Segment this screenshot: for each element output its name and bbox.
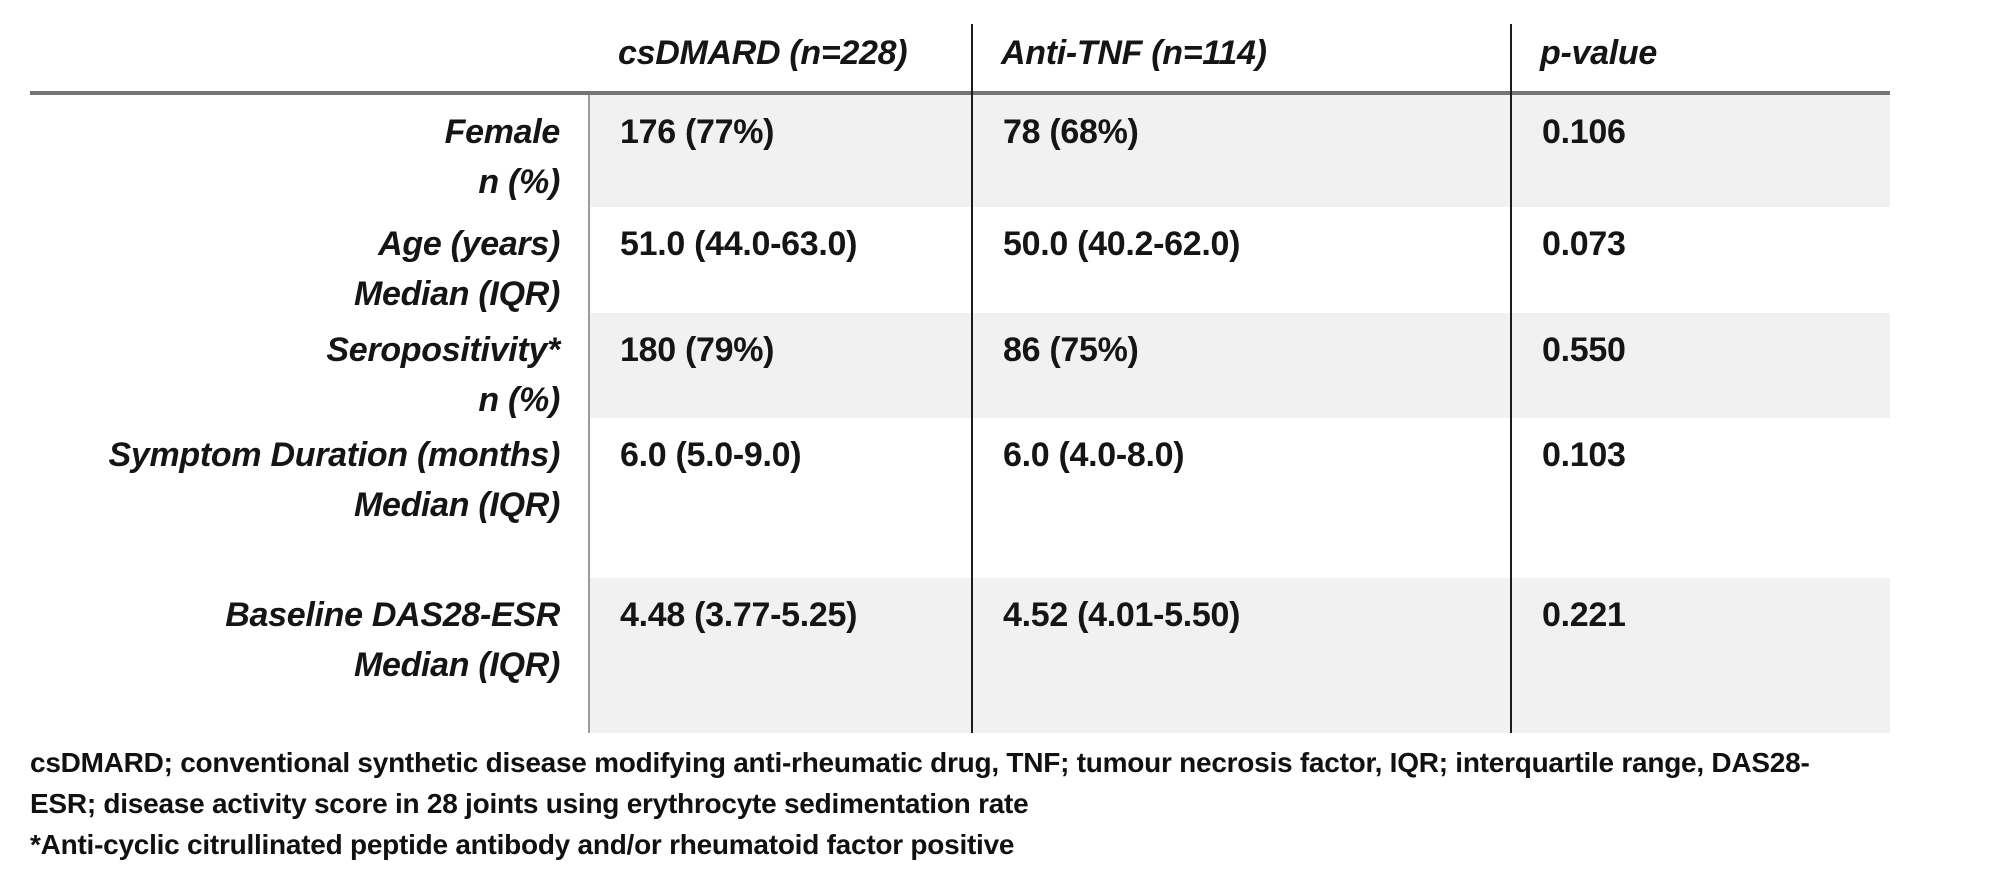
row-label-line2: n (%) (478, 381, 560, 418)
header-p-value: p-value (1540, 34, 1657, 72)
table-footnotes: csDMARD; conventional synthetic disease … (30, 742, 1810, 865)
footnote-abbreviations-line2: ESR; disease activity score in 28 joints… (30, 788, 1029, 819)
cell-age-antitnf: 50.0 (40.2-62.0) (1003, 225, 1241, 263)
footnote-abbreviations-line1: csDMARD; conventional synthetic disease … (30, 747, 1810, 778)
characteristics-table: csDMARD (n=228) Anti-TNF (n=114) p-value… (30, 0, 1890, 733)
cell-symptom-duration-pvalue: 0.103 (1542, 436, 1626, 474)
antitnf-pvalue-divider (1510, 24, 1512, 733)
header-spacer (30, 0, 590, 95)
row-label-line1: Symptom Duration (months) (108, 436, 561, 474)
row-label-seropositivity: Seropositivity* n (%) (30, 313, 590, 418)
cell-female-antitnf: 78 (68%) (973, 95, 1512, 207)
row-label-symptom-duration: Symptom Duration (months) Median (IQR) (30, 418, 590, 578)
row-label-female: Female n (%) (30, 95, 590, 207)
cell-age-pvalue: 0.073 (1542, 225, 1626, 263)
row-label-line1: Female (444, 113, 561, 151)
row-label-line2: Median (IQR) (353, 486, 560, 524)
cell-das28-pvalue: 0.221 (1512, 578, 1890, 733)
cell-female-csdmard: 176 (77%) (590, 95, 973, 207)
cell-age-csdmard: 51.0 (44.0-63.0) (620, 225, 858, 263)
header-rule (30, 91, 1890, 95)
row-label-line1: Age (years) (378, 225, 560, 263)
cell-das28-antitnf: 4.52 (4.01-5.50) (973, 578, 1512, 733)
cell-female-pvalue: 0.106 (1512, 95, 1890, 207)
cell-seropositivity-pvalue: 0.550 (1512, 313, 1890, 418)
row-label-baseline-das28: Baseline DAS28-ESR Median (IQR) (30, 578, 590, 733)
cell-symptom-duration-csdmard: 6.0 (5.0-9.0) (620, 436, 802, 474)
row-label-line2: Median (IQR) (353, 646, 560, 684)
row-label-line2: Median (IQR) (353, 275, 560, 313)
cell-symptom-duration-antitnf: 6.0 (4.0-8.0) (1003, 436, 1185, 474)
footnote-asterisk: *Anti-cyclic citrullinated peptide antib… (30, 829, 1015, 860)
row-label-line1: Baseline DAS28-ESR (225, 596, 560, 634)
label-column-divider (588, 95, 590, 733)
cell-das28-csdmard: 4.48 (3.77-5.25) (590, 578, 973, 733)
cell-seropositivity-antitnf: 86 (75%) (973, 313, 1512, 418)
row-label-line2: n (%) (478, 163, 560, 201)
header-csdmard: csDMARD (n=228) (618, 34, 908, 72)
row-label-age: Age (years) Median (IQR) (30, 207, 590, 313)
row-label-line1: Seropositivity* (326, 331, 560, 369)
csdmard-antitnf-divider (971, 24, 973, 733)
cell-seropositivity-csdmard: 180 (79%) (590, 313, 973, 418)
header-anti-tnf: Anti-TNF (n=114) (1001, 34, 1267, 72)
